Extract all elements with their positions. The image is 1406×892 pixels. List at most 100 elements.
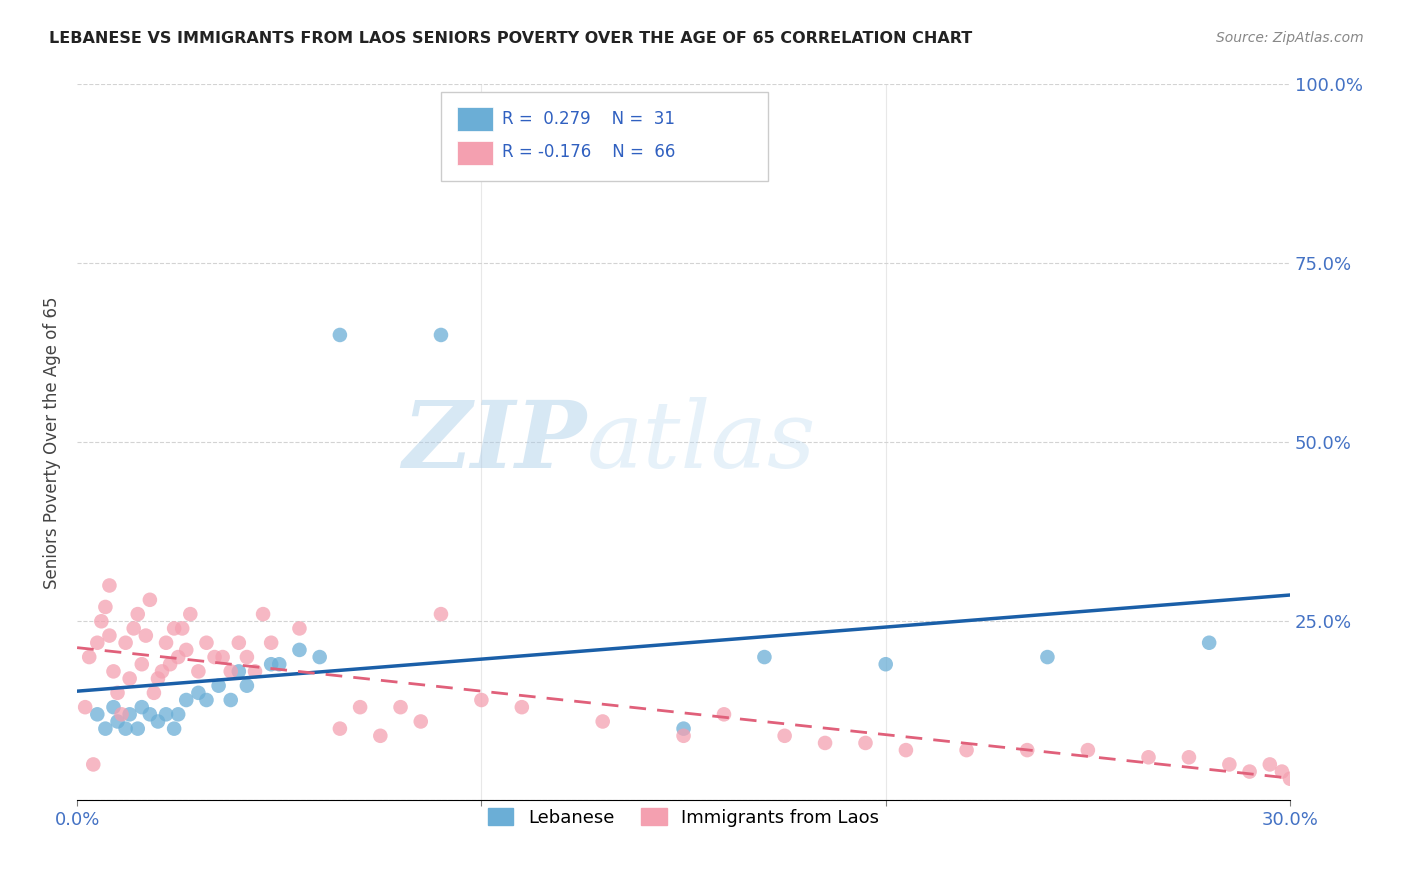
Point (260, 636, 283, 650)
Point (187, 665, 209, 679)
Point (86, 636, 108, 650)
Point (211, 650, 233, 665)
Point (1271, 764, 1294, 779)
Text: R =  0.279    N =  31: R = 0.279 N = 31 (502, 110, 675, 128)
Point (329, 722, 352, 736)
Point (114, 636, 136, 650)
Point (349, 700, 371, 714)
Point (159, 657, 181, 672)
Point (107, 686, 129, 700)
Text: Source: ZipAtlas.com: Source: ZipAtlas.com (1216, 31, 1364, 45)
Point (207, 679, 229, 693)
Point (1279, 772, 1302, 786)
Point (142, 686, 165, 700)
Point (269, 657, 291, 672)
Point (243, 665, 266, 679)
Point (103, 665, 125, 679)
Point (260, 657, 283, 672)
Point (86, 707, 108, 722)
Point (672, 722, 695, 736)
Point (773, 729, 796, 743)
Point (131, 700, 153, 714)
Point (409, 714, 432, 729)
Point (167, 650, 190, 665)
Point (94, 599, 117, 614)
Point (1137, 750, 1160, 764)
Point (146, 672, 169, 686)
Text: R = -0.176    N =  66: R = -0.176 N = 66 (502, 144, 675, 161)
Point (228, 636, 250, 650)
Point (430, 328, 453, 343)
Point (139, 592, 162, 607)
Point (1017, 743, 1039, 757)
Text: atlas: atlas (586, 397, 815, 487)
Point (131, 657, 153, 672)
Point (155, 636, 177, 650)
Point (163, 722, 186, 736)
Point (167, 707, 190, 722)
Point (814, 736, 837, 750)
Point (955, 743, 977, 757)
Y-axis label: Seniors Poverty Over the Age of 65: Seniors Poverty Over the Age of 65 (44, 296, 60, 589)
Point (236, 679, 259, 693)
Text: ZIP: ZIP (402, 397, 586, 487)
Point (1258, 757, 1281, 772)
Point (172, 622, 194, 636)
Point (150, 665, 173, 679)
Point (122, 622, 145, 636)
Point (288, 643, 311, 657)
Point (195, 693, 218, 707)
FancyBboxPatch shape (457, 107, 494, 131)
Point (1218, 757, 1240, 772)
Point (114, 722, 136, 736)
Point (510, 700, 533, 714)
Point (1286, 764, 1309, 779)
Point (219, 693, 242, 707)
Point (894, 743, 917, 757)
Point (252, 607, 274, 621)
Text: LEBANESE VS IMMIGRANTS FROM LAOS SENIORS POVERTY OVER THE AGE OF 65 CORRELATION : LEBANESE VS IMMIGRANTS FROM LAOS SENIORS… (49, 31, 973, 46)
Point (135, 629, 157, 643)
Point (1178, 750, 1201, 764)
Point (470, 693, 492, 707)
Point (236, 650, 259, 665)
Point (288, 622, 311, 636)
Point (107, 714, 129, 729)
Point (103, 700, 125, 714)
Point (90, 614, 112, 628)
Point (174, 643, 197, 657)
Point (127, 722, 149, 736)
Point (1036, 650, 1059, 665)
Point (82, 757, 104, 772)
Point (204, 650, 226, 665)
Point (110, 707, 132, 722)
Point (139, 707, 162, 722)
Point (855, 736, 877, 750)
Point (98, 578, 121, 592)
Point (127, 607, 149, 621)
Point (118, 672, 141, 686)
FancyBboxPatch shape (457, 141, 494, 165)
Point (77, 650, 100, 665)
Point (179, 607, 201, 621)
Point (389, 700, 412, 714)
Point (94, 722, 117, 736)
Point (146, 714, 169, 729)
Point (1198, 636, 1220, 650)
Point (195, 636, 218, 650)
Point (754, 650, 776, 665)
Point (430, 607, 453, 621)
Point (672, 729, 695, 743)
Point (370, 729, 392, 743)
Point (1077, 743, 1099, 757)
Point (308, 650, 330, 665)
Point (1239, 764, 1261, 779)
Point (187, 686, 209, 700)
Point (228, 665, 250, 679)
Point (163, 622, 186, 636)
Legend: Lebanese, Immigrants from Laos: Lebanese, Immigrants from Laos (481, 801, 886, 834)
Point (1299, 772, 1322, 786)
Point (98, 629, 121, 643)
Point (329, 328, 352, 343)
Point (875, 657, 897, 672)
